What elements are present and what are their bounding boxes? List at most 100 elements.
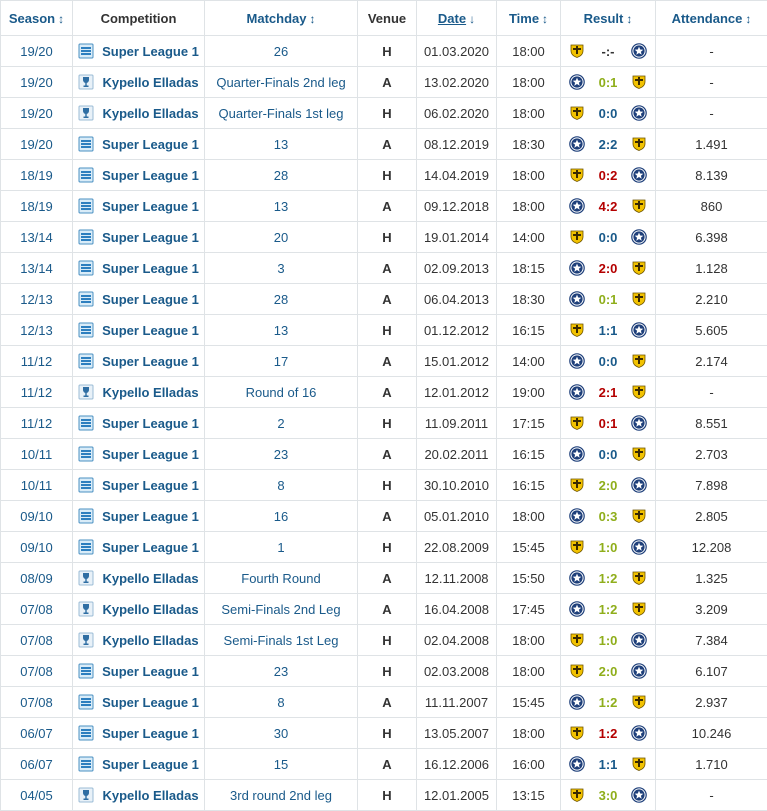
season-cell[interactable]: 18/19 — [0, 159, 73, 191]
match-score-link[interactable]: 1:2 — [598, 694, 618, 710]
season-cell[interactable]: 07/08 — [0, 593, 73, 625]
navy-star-crest-icon[interactable] — [569, 694, 585, 710]
season-cell[interactable]: 18/19 — [0, 190, 73, 222]
matchday-cell[interactable]: 13 — [204, 314, 358, 346]
yellow-crest-icon[interactable] — [569, 787, 585, 803]
competition-cell[interactable]: Super League 1 — [72, 190, 205, 222]
matchday-cell[interactable]: 16 — [204, 500, 358, 532]
competition-link[interactable]: Super League 1 — [102, 539, 199, 555]
navy-star-crest-icon[interactable] — [569, 601, 585, 617]
competition-link[interactable]: Super League 1 — [102, 725, 199, 741]
matchday-cell[interactable]: 8 — [204, 469, 358, 501]
yellow-crest-icon[interactable] — [631, 198, 647, 214]
match-score-link[interactable]: 0:1 — [598, 74, 618, 90]
competition-link[interactable]: Super League 1 — [102, 291, 199, 307]
competition-link[interactable]: Kypello Elladas — [102, 74, 199, 90]
competition-link[interactable]: Kypello Elladas — [102, 787, 199, 803]
match-score-link[interactable]: 0:0 — [598, 229, 618, 245]
competition-link[interactable]: Super League 1 — [102, 694, 199, 710]
competition-cell[interactable]: Super League 1 — [72, 35, 205, 67]
navy-star-crest-icon[interactable] — [569, 353, 585, 369]
yellow-crest-icon[interactable] — [569, 105, 585, 121]
time-header[interactable]: Time ↕ — [496, 0, 561, 36]
yellow-crest-icon[interactable] — [569, 167, 585, 183]
season-cell[interactable]: 07/08 — [0, 686, 73, 718]
navy-star-crest-icon[interactable] — [631, 229, 647, 245]
navy-star-crest-icon[interactable] — [569, 198, 585, 214]
competition-cell[interactable]: Super League 1 — [72, 500, 205, 532]
competition-cell[interactable]: Super League 1 — [72, 159, 205, 191]
yellow-crest-icon[interactable] — [569, 43, 585, 59]
match-score-link[interactable]: 2:1 — [598, 384, 618, 400]
season-cell[interactable]: 09/10 — [0, 500, 73, 532]
competition-link[interactable]: Kypello Elladas — [102, 632, 199, 648]
yellow-crest-icon[interactable] — [631, 446, 647, 462]
navy-star-crest-icon[interactable] — [631, 632, 647, 648]
navy-star-crest-icon[interactable] — [631, 415, 647, 431]
navy-star-crest-icon[interactable] — [631, 167, 647, 183]
yellow-crest-icon[interactable] — [631, 291, 647, 307]
season-cell[interactable]: 13/14 — [0, 252, 73, 284]
competition-link[interactable]: Super League 1 — [102, 663, 199, 679]
yellow-crest-icon[interactable] — [631, 508, 647, 524]
navy-star-crest-icon[interactable] — [569, 446, 585, 462]
matchday-cell[interactable]: Fourth Round — [204, 562, 358, 594]
navy-star-crest-icon[interactable] — [569, 384, 585, 400]
date-header[interactable]: Date ↓ — [416, 0, 497, 36]
navy-star-crest-icon[interactable] — [569, 570, 585, 586]
matchday-cell[interactable]: 1 — [204, 531, 358, 563]
competition-cell[interactable]: Super League 1 — [72, 407, 205, 439]
competition-link[interactable]: Kypello Elladas — [102, 105, 199, 121]
yellow-crest-icon[interactable] — [631, 260, 647, 276]
navy-star-crest-icon[interactable] — [631, 787, 647, 803]
competition-cell[interactable]: Super League 1 — [72, 686, 205, 718]
competition-link[interactable]: Super League 1 — [102, 229, 199, 245]
competition-link[interactable]: Super League 1 — [102, 756, 199, 772]
matchday-cell[interactable]: Quarter-Finals 2nd leg — [204, 66, 358, 98]
navy-star-crest-icon[interactable] — [631, 322, 647, 338]
season-cell[interactable]: 09/10 — [0, 531, 73, 563]
matchday-cell[interactable]: 8 — [204, 686, 358, 718]
yellow-crest-icon[interactable] — [631, 353, 647, 369]
match-score-link[interactable]: 0:3 — [598, 508, 618, 524]
yellow-crest-icon[interactable] — [631, 756, 647, 772]
navy-star-crest-icon[interactable] — [631, 663, 647, 679]
match-score-link[interactable]: 1:1 — [598, 322, 618, 338]
match-score-link[interactable]: 1:2 — [598, 601, 618, 617]
season-cell[interactable]: 12/13 — [0, 314, 73, 346]
navy-star-crest-icon[interactable] — [631, 539, 647, 555]
navy-star-crest-icon[interactable] — [569, 136, 585, 152]
season-cell[interactable]: 11/12 — [0, 376, 73, 408]
match-score-link[interactable]: 1:0 — [598, 539, 618, 555]
competition-cell[interactable]: Super League 1 — [72, 221, 205, 253]
season-header[interactable]: Season ↕ — [0, 0, 73, 36]
competition-link[interactable]: Super League 1 — [102, 198, 199, 214]
season-cell[interactable]: 08/09 — [0, 562, 73, 594]
competition-link[interactable]: Kypello Elladas — [102, 601, 199, 617]
competition-cell[interactable]: Super League 1 — [72, 345, 205, 377]
season-cell[interactable]: 19/20 — [0, 97, 73, 129]
matchday-cell[interactable]: 3rd round 2nd leg — [204, 779, 358, 811]
competition-cell[interactable]: Kypello Elladas — [72, 779, 205, 811]
competition-cell[interactable]: Kypello Elladas — [72, 66, 205, 98]
competition-link[interactable]: Super League 1 — [102, 477, 199, 493]
match-score-link[interactable]: 3:0 — [598, 787, 618, 803]
competition-link[interactable]: Super League 1 — [102, 136, 199, 152]
season-cell[interactable]: 12/13 — [0, 283, 73, 315]
matchday-cell[interactable]: 23 — [204, 655, 358, 687]
navy-star-crest-icon[interactable] — [631, 477, 647, 493]
match-score-link[interactable]: 0:1 — [598, 291, 618, 307]
match-score-link[interactable]: 0:0 — [598, 353, 618, 369]
competition-link[interactable]: Super League 1 — [102, 260, 199, 276]
season-cell[interactable]: 10/11 — [0, 469, 73, 501]
match-score-link[interactable]: 1:1 — [598, 756, 618, 772]
competition-link[interactable]: Super League 1 — [102, 415, 199, 431]
yellow-crest-icon[interactable] — [631, 601, 647, 617]
competition-link[interactable]: Super League 1 — [102, 43, 199, 59]
navy-star-crest-icon[interactable] — [631, 725, 647, 741]
navy-star-crest-icon[interactable] — [569, 291, 585, 307]
season-cell[interactable]: 11/12 — [0, 407, 73, 439]
competition-cell[interactable]: Super League 1 — [72, 128, 205, 160]
match-score-link[interactable]: 1:2 — [598, 725, 618, 741]
matchday-cell[interactable]: 30 — [204, 717, 358, 749]
